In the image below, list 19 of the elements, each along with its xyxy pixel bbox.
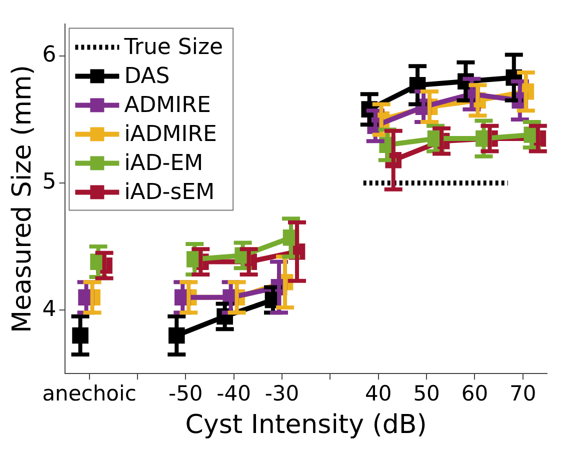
y-tick-label: 5 [42, 170, 56, 195]
x-tick-label: -50 [168, 382, 203, 406]
x-tick-label: 40 [365, 382, 392, 406]
x-tick-label: -30 [264, 382, 300, 406]
legend-label: True Size [123, 34, 224, 60]
legend-label: ADMIRE [124, 92, 211, 118]
x-tick-label: anechoic [42, 382, 136, 406]
legend-label: iAD-EM [124, 150, 204, 176]
x-tick-label: -40 [216, 382, 251, 406]
legend-label: iAD-sEM [124, 180, 215, 205]
legend-label: DAS [124, 64, 170, 89]
x-tick-label: 50 [413, 382, 440, 406]
y-tick-label: 4 [42, 296, 56, 322]
y-tick-label: 6 [42, 42, 56, 68]
y-axis-title: Measured Size (mm) [7, 64, 38, 333]
x-tick-label: 70 [510, 382, 536, 406]
legend-label: iADMIRE [124, 122, 217, 147]
x-tick-label: 60 [461, 382, 488, 406]
x-axis-title: Cyst Intensity (dB) [185, 410, 427, 440]
